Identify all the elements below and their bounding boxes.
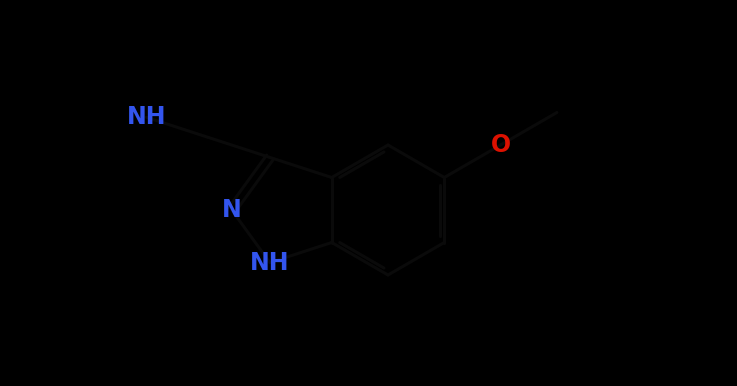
Text: NH: NH: [127, 105, 166, 129]
Text: N: N: [222, 198, 242, 222]
Text: O: O: [491, 133, 511, 157]
Text: NH: NH: [250, 251, 290, 274]
